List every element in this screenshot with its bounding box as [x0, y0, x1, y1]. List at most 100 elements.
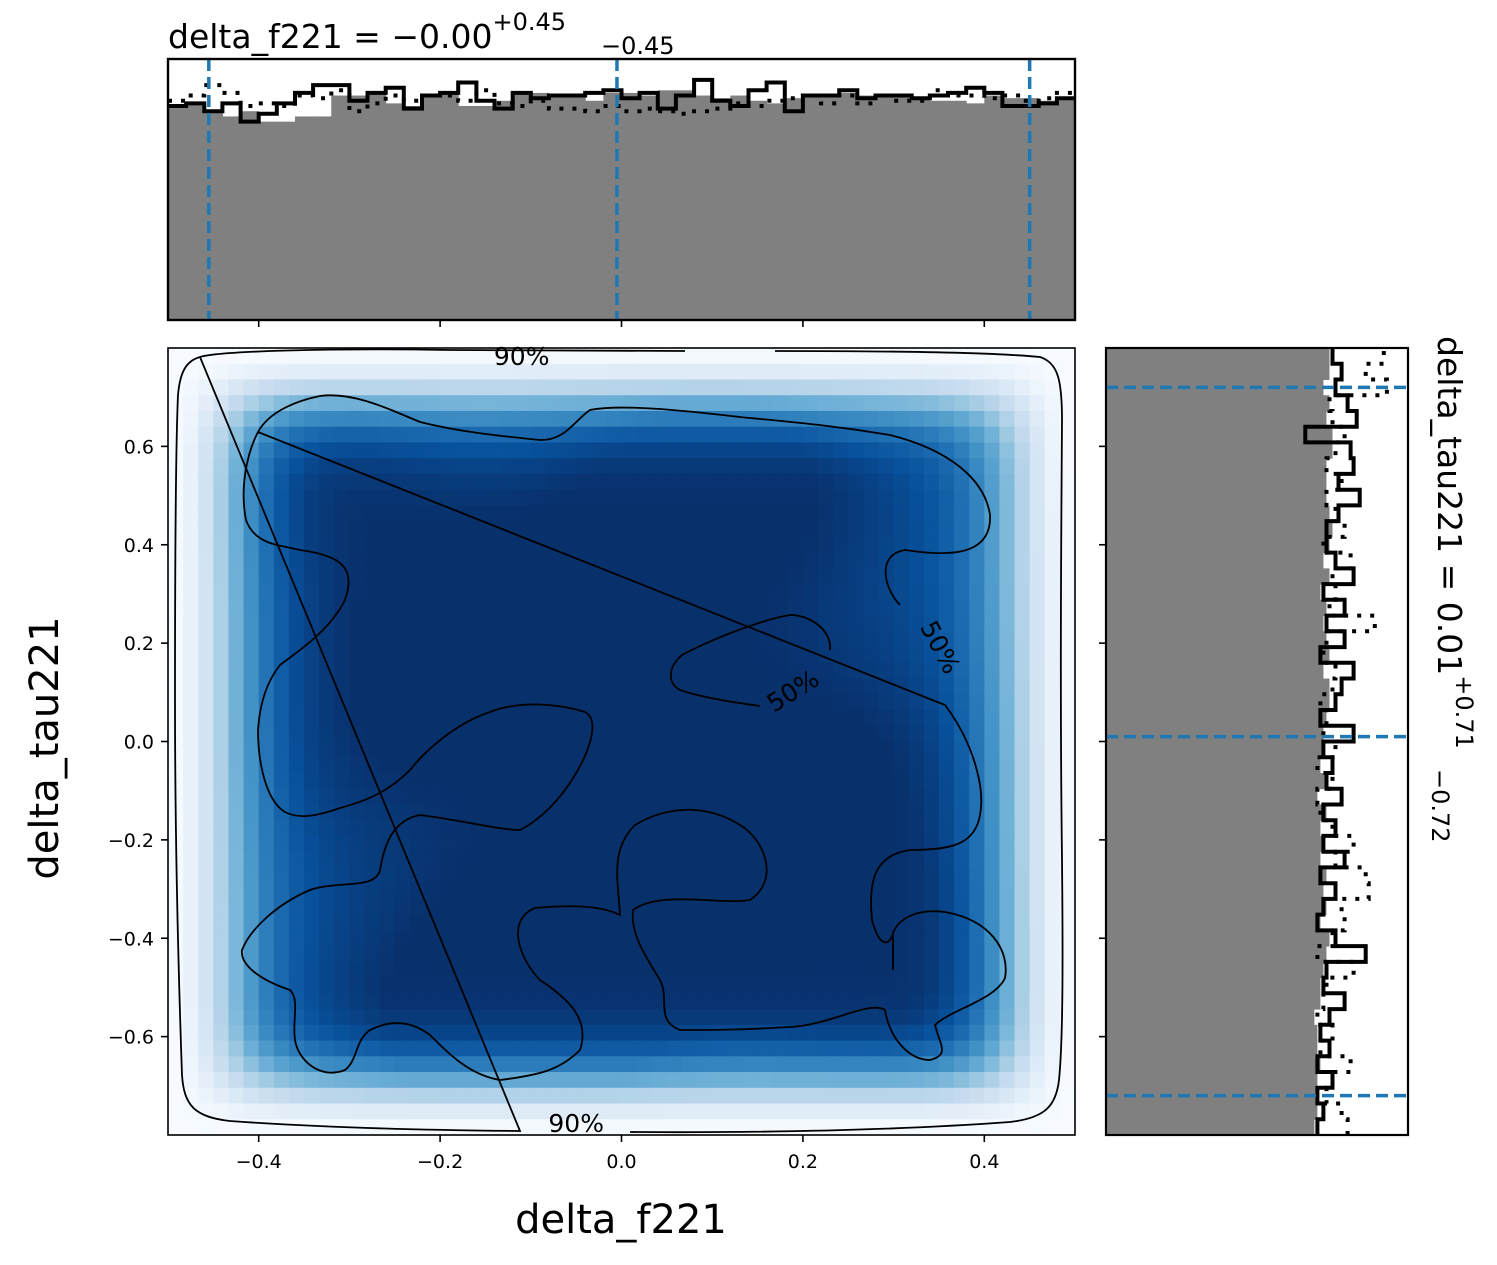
heatmap-cell: [666, 851, 683, 869]
heatmap-cell: [198, 772, 214, 790]
heatmap-cell: [787, 678, 804, 695]
heatmap-cell: [349, 710, 366, 727]
heatmap-cell: [198, 1009, 214, 1026]
heatmap-cell: [651, 867, 668, 884]
x-tick-label: −0.2: [417, 1151, 463, 1173]
heatmap-cell: [440, 1009, 456, 1026]
heatmap-cell: [954, 662, 970, 680]
heatmap-cell: [394, 898, 411, 916]
heatmap-cell: [576, 379, 592, 396]
heatmap-cell: [530, 883, 547, 900]
heatmap-cell: [379, 473, 396, 491]
heatmap-cell: [243, 1072, 260, 1089]
heatmap-cell: [848, 442, 864, 459]
heatmap-cell: [168, 1119, 184, 1135]
heatmap-cell: [863, 363, 880, 381]
heatmap-cell: [288, 741, 305, 758]
heatmap-cell: [394, 867, 411, 884]
heatmap-cell: [243, 552, 260, 569]
heatmap-cell: [1059, 977, 1075, 994]
heatmap-cell: [379, 1056, 396, 1073]
heatmap-cell: [576, 395, 592, 412]
heatmap-cell: [848, 505, 864, 522]
heatmap-cell: [954, 788, 970, 806]
heatmap-cell: [878, 615, 895, 632]
heatmap-cell: [288, 363, 305, 381]
heatmap-cell: [485, 348, 502, 365]
heatmap-cell: [712, 647, 728, 664]
heatmap-cell: [349, 867, 366, 884]
heatmap-cell: [848, 1072, 864, 1089]
heatmap-cell: [863, 772, 880, 790]
heatmap-cell: [1044, 442, 1061, 459]
heatmap-cell: [334, 710, 350, 727]
heatmap-cell: [999, 442, 1016, 459]
heatmap-cell: [938, 647, 955, 664]
heatmap-cell: [606, 505, 623, 522]
heatmap-cell: [666, 993, 683, 1010]
heatmap-cell: [697, 348, 713, 365]
right-hist-bar: [1106, 678, 1330, 695]
heatmap-cell: [878, 788, 895, 806]
heatmap-cell: [833, 914, 849, 931]
heatmap-cell: [863, 599, 880, 617]
heatmap-cell: [742, 883, 759, 900]
heatmap-cell: [198, 1087, 214, 1105]
heatmap-cell: [576, 725, 592, 743]
heatmap-cell: [168, 410, 184, 428]
heatmap-cell: [183, 458, 199, 475]
heatmap-cell: [621, 867, 638, 884]
heatmap-cell: [651, 835, 668, 853]
heatmap-cell: [893, 489, 910, 506]
right-hist-bar: [1106, 473, 1327, 491]
heatmap-cell: [485, 725, 502, 743]
heatmap-cell: [319, 363, 335, 381]
heatmap-cell: [213, 348, 230, 365]
heatmap-cell: [515, 741, 532, 758]
heatmap-cell: [772, 883, 789, 900]
heatmap-cell: [893, 379, 910, 396]
heatmap-cell: [319, 615, 335, 632]
heatmap-cell: [183, 647, 199, 664]
heatmap-cell: [258, 1024, 275, 1042]
heatmap-cell: [681, 772, 698, 790]
heatmap-cell: [1044, 1103, 1061, 1120]
heatmap-cell: [802, 1087, 819, 1105]
heatmap-cell: [878, 835, 895, 853]
heatmap-cell: [697, 977, 713, 994]
heatmap-cell: [424, 820, 441, 837]
heatmap-cell: [727, 348, 744, 365]
heatmap-cell: [273, 1119, 290, 1135]
heatmap-cell: [893, 584, 910, 601]
heatmap-cell: [198, 1056, 214, 1073]
heatmap-cell: [319, 1056, 335, 1073]
top-hist-bar: [929, 100, 949, 320]
heatmap-cell: [697, 489, 713, 506]
heatmap-cell: [984, 961, 1001, 979]
heatmap-cell: [198, 395, 214, 412]
heatmap-cell: [349, 1024, 366, 1042]
heatmap-cell: [1014, 741, 1031, 758]
heatmap-cell: [530, 458, 547, 475]
heatmap-cell: [183, 442, 199, 459]
heatmap-cell: [712, 1103, 728, 1120]
heatmap-cell: [606, 930, 623, 947]
heatmap-cell: [969, 757, 985, 774]
heatmap-cell: [1014, 710, 1031, 727]
heatmap-cell: [273, 363, 290, 381]
heatmap-cell: [485, 1087, 502, 1105]
heatmap-cell: [440, 536, 456, 554]
heatmap-cell: [379, 631, 396, 648]
heatmap-cell: [802, 835, 819, 853]
top-marginal-panel: delta_f221 = −0.00+0.45−0.45: [166, 8, 1077, 327]
heatmap-cell: [1044, 631, 1061, 648]
heatmap-cell: [908, 568, 925, 585]
heatmap-cell: [515, 993, 532, 1010]
heatmap-cell: [651, 599, 668, 617]
heatmap-cell: [561, 788, 577, 806]
heatmap-cell: [818, 410, 834, 428]
heatmap-cell: [984, 1056, 1001, 1073]
heatmap-cell: [394, 348, 411, 365]
heatmap-cell: [818, 725, 834, 743]
heatmap-cell: [1059, 741, 1075, 758]
